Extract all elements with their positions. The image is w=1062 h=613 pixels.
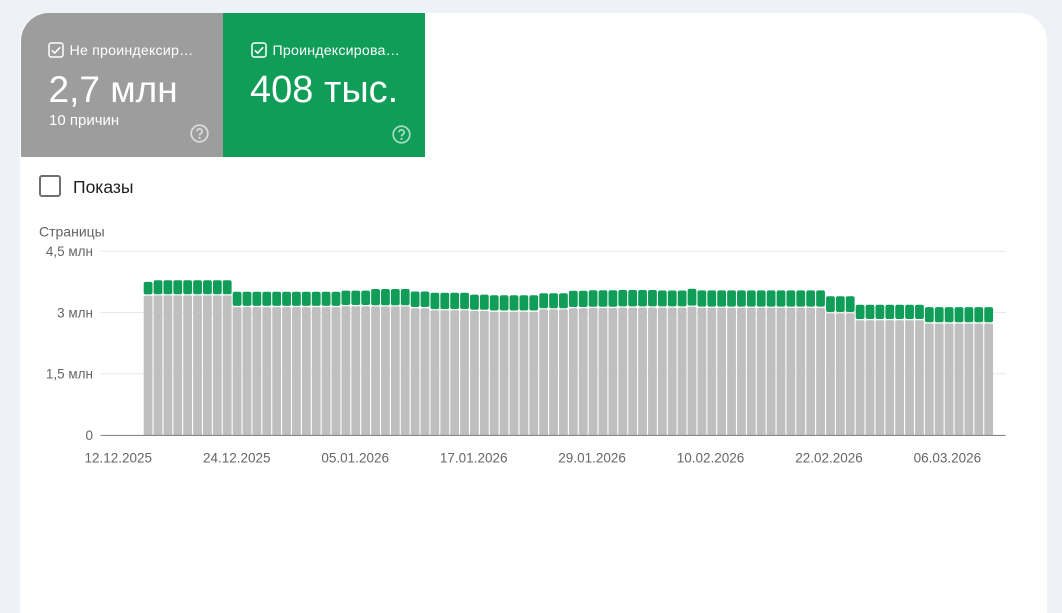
svg-text:4,5 млн: 4,5 млн	[46, 244, 93, 259]
svg-text:3 млн: 3 млн	[57, 305, 93, 320]
svg-text:17.01.2026: 17.01.2026	[440, 451, 508, 466]
svg-text:0: 0	[85, 428, 93, 443]
svg-text:29.01.2026: 29.01.2026	[558, 451, 626, 466]
svg-text:22.02.2026: 22.02.2026	[795, 451, 863, 466]
svg-text:05.01.2026: 05.01.2026	[321, 451, 389, 466]
svg-text:12.12.2025: 12.12.2025	[85, 451, 153, 466]
svg-text:1,5 млн: 1,5 млн	[46, 367, 93, 382]
svg-text:10.02.2026: 10.02.2026	[677, 451, 745, 466]
svg-text:24.12.2025: 24.12.2025	[203, 451, 271, 466]
svg-text:06.03.2026: 06.03.2026	[914, 451, 982, 466]
svg-text:Страницы: Страницы	[39, 224, 105, 240]
